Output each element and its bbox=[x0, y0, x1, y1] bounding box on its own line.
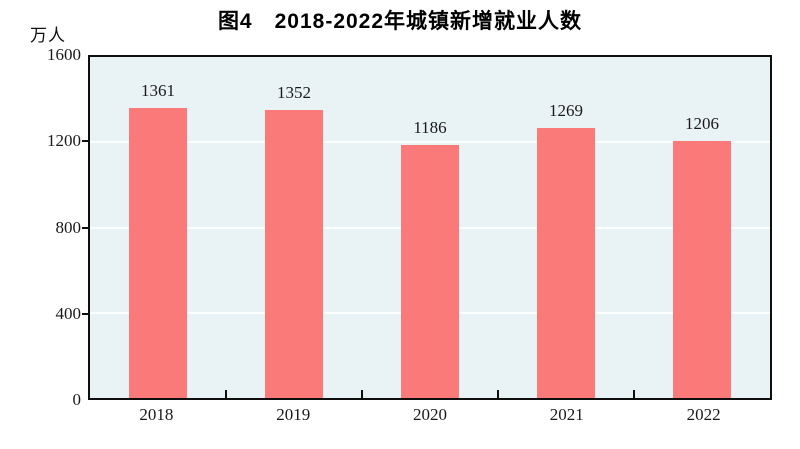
y-axis-tick bbox=[82, 226, 89, 229]
x-axis-tick bbox=[361, 390, 363, 398]
bar-2019 bbox=[265, 109, 323, 398]
bar-value-label: 1361 bbox=[141, 80, 175, 100]
x-axis-tick bbox=[633, 390, 635, 398]
plot-area: 1361 1352 1186 1269 1206 bbox=[88, 55, 772, 400]
bar-2022 bbox=[673, 140, 731, 398]
y-axis-label-1600: 1600 bbox=[47, 45, 81, 64]
y-axis-tick bbox=[82, 140, 89, 143]
bar-value-label: 1206 bbox=[685, 113, 719, 133]
bar-2020 bbox=[401, 145, 459, 398]
x-axis-tick bbox=[225, 390, 227, 398]
bar-2018 bbox=[129, 107, 187, 398]
y-axis-tick-labels: 0 400 800 1200 1600 bbox=[0, 45, 82, 409]
y-axis-label-400: 400 bbox=[55, 303, 82, 323]
y-axis-label-800: 800 bbox=[55, 217, 82, 237]
x-axis-tick-labels: 2018 2019 2020 2021 2022 bbox=[88, 405, 772, 429]
bar-value-label: 1269 bbox=[549, 100, 583, 120]
x-axis-label-2018: 2018 bbox=[139, 405, 174, 424]
x-axis-label-2021: 2021 bbox=[549, 405, 584, 424]
chart-title: 图4 2018-2022年城镇新增就业人数 bbox=[217, 10, 583, 33]
x-axis-label-2020: 2020 bbox=[413, 405, 447, 424]
bar-value-label: 1352 bbox=[277, 82, 311, 102]
y-axis-label-1200: 1200 bbox=[47, 131, 81, 151]
bar-2021 bbox=[537, 127, 595, 398]
x-axis-label-2019: 2019 bbox=[276, 405, 311, 424]
x-axis-label-2022: 2022 bbox=[686, 405, 721, 424]
x-axis-tick bbox=[497, 390, 499, 398]
gridline bbox=[90, 141, 770, 144]
y-axis-tick bbox=[82, 312, 89, 315]
y-axis-label-0: 0 bbox=[72, 390, 82, 409]
bar-value-label: 1186 bbox=[413, 118, 447, 138]
y-axis-unit-label: 万人 bbox=[30, 26, 66, 45]
